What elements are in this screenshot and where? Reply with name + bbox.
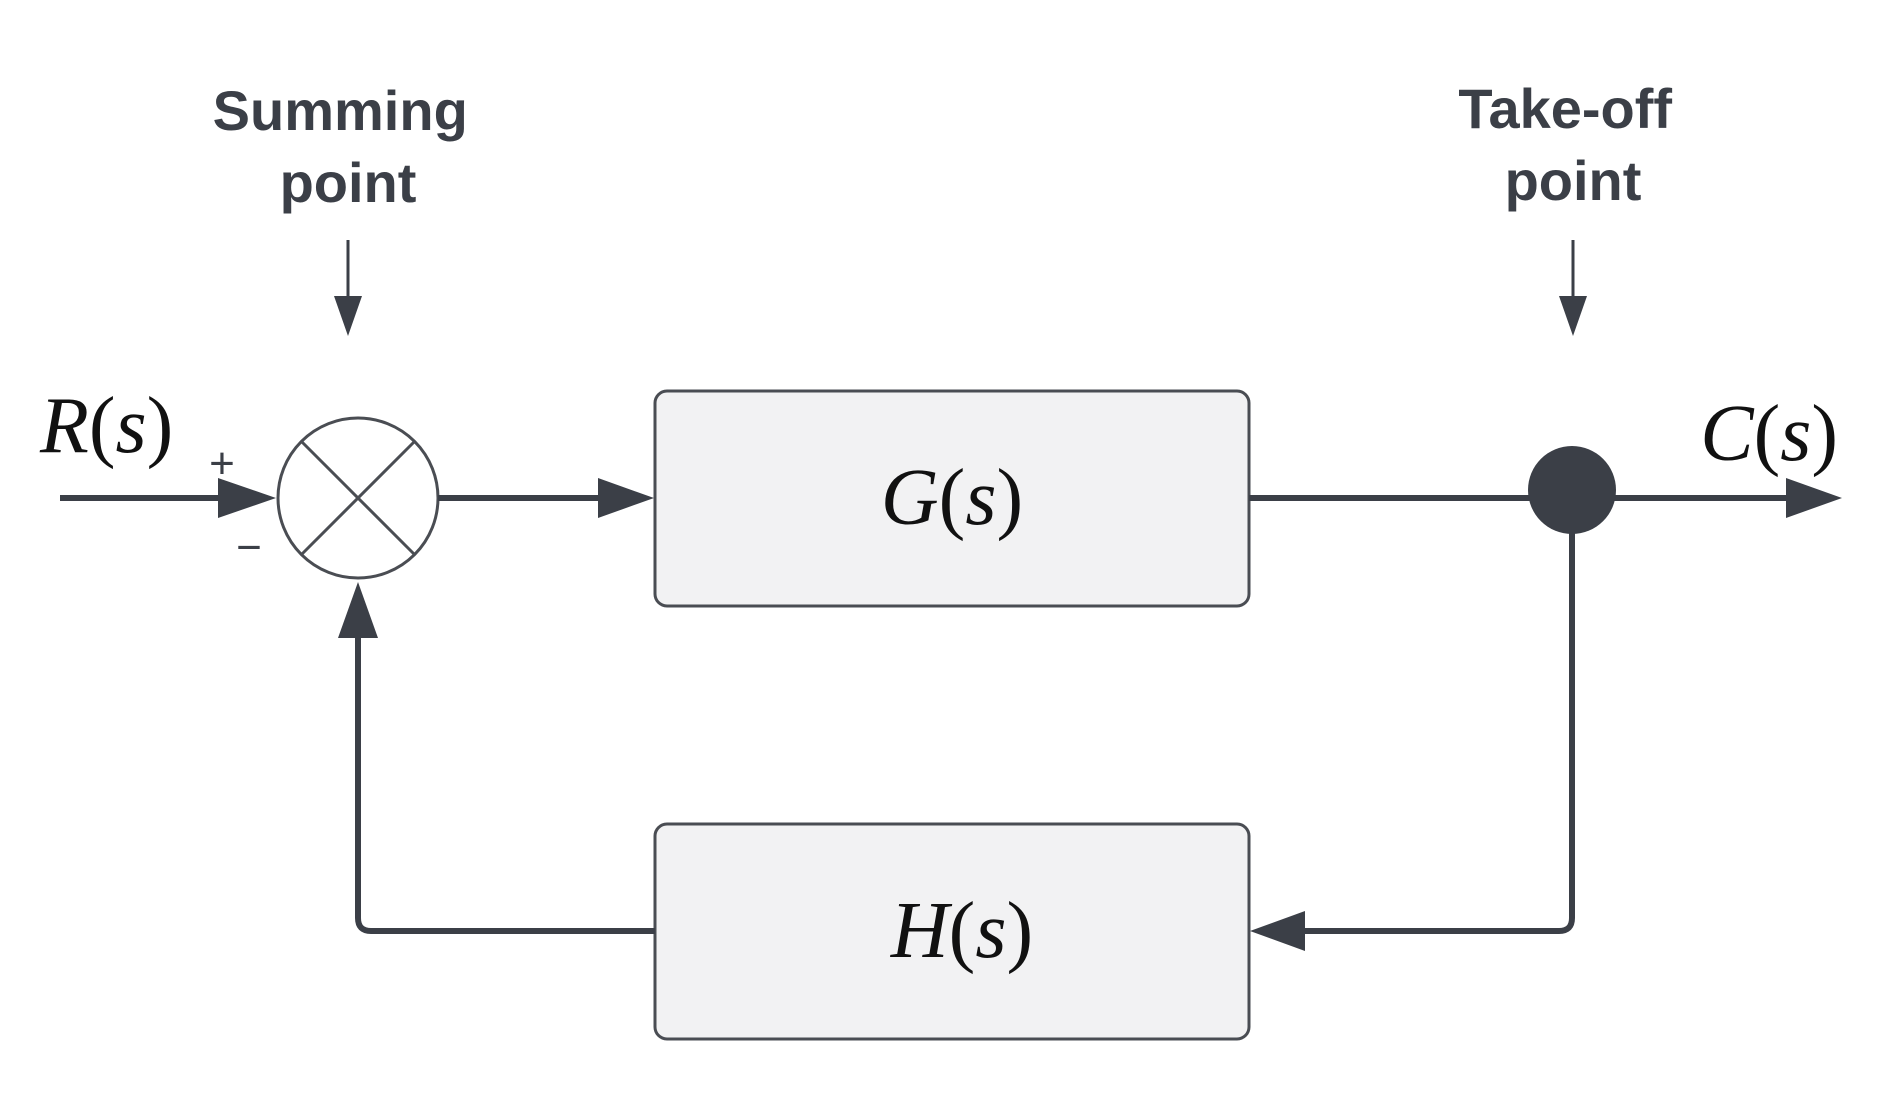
- feedback-block-label: H(s): [890, 887, 1033, 975]
- summing-junction: [276, 416, 440, 580]
- output-signal-label: C(s): [1700, 390, 1838, 478]
- summing-point-label: Summing point: [213, 79, 484, 214]
- input-signal-label: R(s): [39, 382, 173, 470]
- feedback-path-left: [338, 582, 655, 934]
- feedback-path-right: [1250, 520, 1575, 951]
- summing-point-pointer: [334, 240, 362, 336]
- takeoff-point-label: Take-off point: [1458, 77, 1687, 212]
- minus-sign: −: [236, 523, 262, 572]
- output-signal-line: [1249, 478, 1842, 518]
- forward-block: G(s): [653, 389, 1251, 608]
- takeoff-point-node: [1528, 446, 1616, 534]
- forward-signal-line: [438, 478, 654, 518]
- forward-block-label: G(s): [881, 454, 1023, 542]
- takeoff-point-pointer: [1559, 240, 1587, 336]
- plus-sign: +: [209, 439, 235, 488]
- input-signal-line: [60, 478, 276, 518]
- feedback-block: H(s): [653, 822, 1251, 1041]
